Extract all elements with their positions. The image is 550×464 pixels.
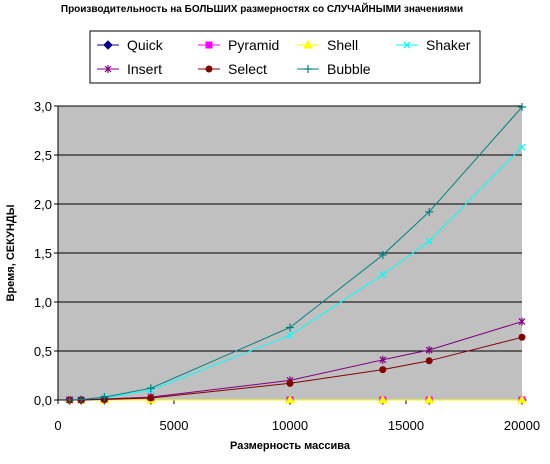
series-layer	[64, 102, 527, 405]
legend-item-pyramid: Pyramid	[198, 37, 279, 53]
legend-item-shaker: Shaker	[396, 37, 471, 53]
legend-label: Bubble	[327, 61, 371, 77]
y-tick-label: 0,5	[34, 344, 52, 359]
legend-item-bubble: Bubble	[297, 61, 371, 77]
legend-marker	[103, 40, 113, 50]
legend: Quick Pyramid Shell Shaker Insert Select Bubbl…	[89, 30, 481, 84]
x-tick-label: 0	[54, 418, 61, 433]
y-tick-label: 2,0	[34, 197, 52, 212]
data-point	[379, 355, 387, 364]
x-tick-label: 5000	[160, 418, 189, 433]
legend-item-shell: Shell	[297, 37, 358, 53]
legend-label: Select	[228, 61, 267, 77]
data-point	[425, 346, 433, 355]
data-point	[286, 323, 294, 332]
data-point	[425, 357, 433, 365]
y-axis-label: Время, СЕКУНДЫ	[5, 204, 17, 301]
x-axis-label: Размерность массива	[230, 440, 351, 452]
chart-title: Производительность на БОЛЬШИХ размерност…	[61, 2, 463, 15]
legend-label: Shaker	[426, 37, 471, 53]
data-point	[286, 331, 294, 339]
legend-marker	[205, 65, 213, 73]
data-point	[517, 394, 527, 404]
data-point	[146, 384, 155, 393]
data-point	[518, 333, 526, 341]
legend-marker	[205, 41, 213, 49]
x-tick-label: 20000	[504, 418, 540, 433]
data-point	[147, 394, 155, 402]
data-point	[65, 396, 74, 404]
data-point	[379, 271, 387, 279]
y-tick-label: 2,5	[34, 148, 52, 163]
data-point	[425, 237, 433, 245]
legend-item-quick: Quick	[97, 37, 164, 53]
data-point	[100, 393, 109, 402]
data-point	[518, 102, 526, 111]
data-point	[425, 207, 434, 216]
legend-marker	[104, 65, 112, 73]
y-tick-label: 1,5	[34, 246, 52, 261]
y-tick-label: 0,0	[34, 393, 52, 408]
legend-label: Insert	[127, 61, 162, 77]
y-tick-label: 1,0	[34, 295, 52, 310]
data-point	[285, 394, 295, 404]
x-tick-label: 10000	[272, 418, 308, 433]
legend-marker	[303, 39, 313, 49]
legend-item-select: Select	[198, 61, 267, 77]
legend-item-insert: Insert	[97, 61, 162, 77]
data-point	[518, 317, 526, 326]
data-point	[377, 394, 388, 404]
data-point	[77, 395, 86, 404]
data-point	[286, 379, 294, 387]
data-point	[379, 366, 387, 374]
legend-marker	[403, 41, 411, 49]
data-point	[424, 394, 435, 404]
grid-lines	[58, 105, 522, 352]
legend-box	[89, 30, 481, 84]
series-bubble	[65, 102, 526, 404]
legend-label: Quick	[127, 37, 164, 53]
data-point	[518, 143, 526, 151]
data-point	[378, 250, 387, 259]
y-tick-label: 3,0	[34, 99, 52, 114]
x-tick-label: 15000	[388, 418, 424, 433]
legend-label: Shell	[327, 37, 358, 53]
legend-marker	[304, 65, 312, 73]
legend-label: Pyramid	[228, 37, 279, 53]
